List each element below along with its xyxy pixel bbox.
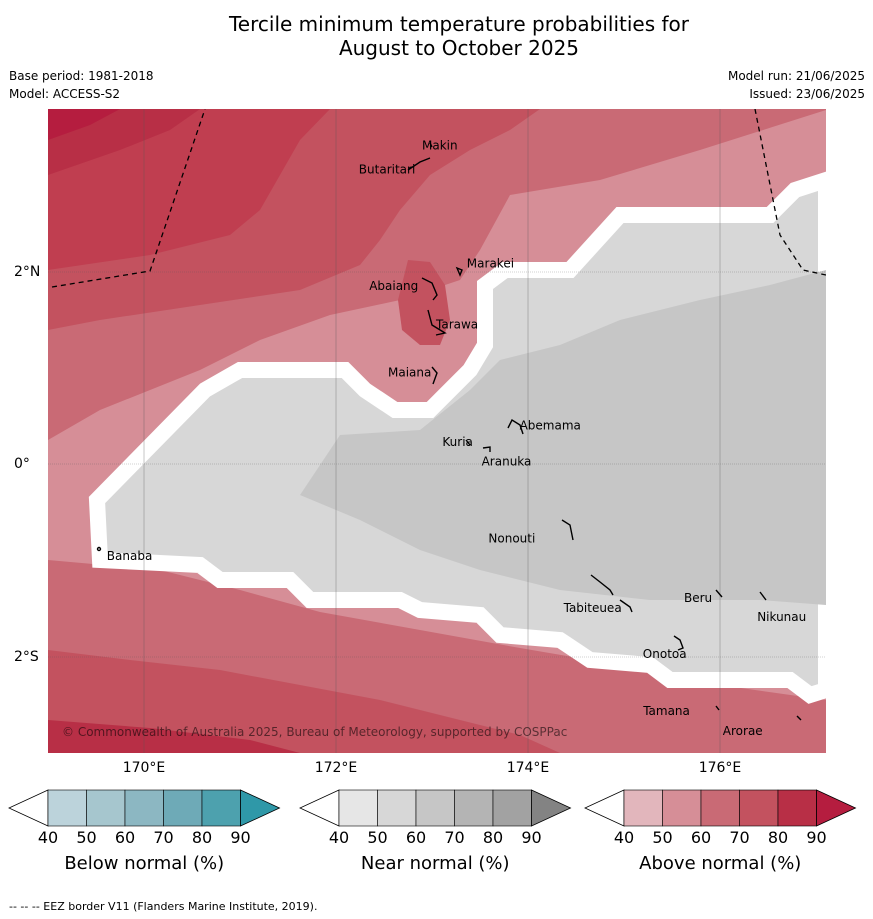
map-title: Tercile minimum temperature probabilitie… [0, 12, 873, 60]
near-normal-60-region [300, 270, 826, 605]
issued-date: Issued: 23/06/2025 [749, 87, 865, 101]
colorbar-title: Above normal (%) [639, 853, 802, 874]
south-band-70b [48, 650, 560, 753]
colorbar-tick: 50 [76, 828, 96, 847]
copyright-note: © Commonwealth of Australia 2025, Bureau… [62, 725, 567, 739]
island-label: Onotoa [643, 647, 687, 661]
colorbar-tick: 80 [192, 828, 212, 847]
island-label: Abaiang [369, 279, 418, 293]
colorbar-segment [338, 789, 378, 827]
colorbar-segment [492, 789, 532, 827]
latitude-label: 2°S [14, 649, 39, 665]
meta-right: Model run: 21/06/2025 Issued: 23/06/2025 [728, 69, 865, 105]
colorbar-segment [623, 789, 663, 827]
colorbar-segment [662, 789, 702, 827]
longitude-label: 172°E [314, 760, 358, 776]
colorbar-segment [47, 789, 87, 827]
colorbar-tick: 90 [521, 828, 541, 847]
longitude-label: 174°E [506, 760, 550, 776]
colorbar-tick: 80 [768, 828, 788, 847]
colorbar-low-extend [584, 789, 625, 827]
model-run: Model run: 21/06/2025 [727, 69, 865, 83]
colorbar-tick: 50 [652, 828, 672, 847]
longitude-label: 176°E [698, 760, 742, 776]
island-label: Arorae [723, 724, 763, 738]
island-label: Nonouti [488, 532, 535, 546]
colorbar-high-extend [816, 789, 857, 827]
latitude-label: 2°N [14, 264, 41, 280]
base-period: Base period: 1981-2018 [9, 69, 154, 83]
colorbar-tick: 40 [329, 828, 349, 847]
probability-map: Makin Butaritari Marakei Abaiang Tarawa Maian… [48, 109, 826, 753]
colorbar-tick: 50 [367, 828, 387, 847]
island-label: Aranuka [482, 455, 532, 469]
colorbar-segment [201, 789, 241, 827]
island-label: Tamana [642, 704, 690, 718]
colorbar: 40 50 60 70 80 90 [8, 789, 281, 847]
island-label: Nikunau [757, 610, 806, 624]
colorbar-high-extend [240, 789, 281, 827]
north-band-95 [48, 109, 120, 140]
meta-left: Base period: 1981-2018 Model: ACCESS-S2 [9, 69, 154, 105]
colorbar-tick: 60 [115, 828, 135, 847]
colorbar-low-extend [299, 789, 340, 827]
latitude-label: 0° [14, 456, 30, 472]
island-label: Butaritari [359, 162, 416, 176]
island-label: Abemama [520, 418, 581, 432]
colorbar: 40 50 60 70 80 90 [299, 789, 572, 847]
colorbar-tick: 40 [614, 828, 634, 847]
colorbar-tick: 40 [38, 828, 58, 847]
colorbar: 40 50 60 70 80 90 [584, 789, 857, 847]
colorbar-high-extend [531, 789, 572, 827]
island-label: Kuria [442, 435, 473, 449]
colorbar-tick: 70 [153, 828, 173, 847]
colorbars: 40 50 60 70 80 90 40 50 60 70 80 90 40 50 60 70 80 90 [8, 789, 857, 847]
colorbar-segment [739, 789, 779, 827]
colorbar-low-extend [8, 789, 49, 827]
colorbar-tick: 70 [729, 828, 749, 847]
colorbar-segment [415, 789, 455, 827]
colorbar-tick: 60 [406, 828, 426, 847]
colorbar-segment [163, 789, 203, 827]
eez-border [51, 109, 826, 288]
colorbar-segment [700, 789, 740, 827]
south-band-90b [48, 720, 300, 753]
colorbar-segment [86, 789, 126, 827]
colorbar-tick: 60 [691, 828, 711, 847]
island-label: Tarawa [435, 317, 478, 331]
longitude-label: 170°E [122, 760, 166, 776]
colorbar-tick: 90 [806, 828, 826, 847]
colorbar-tick: 90 [230, 828, 250, 847]
island-outlines [96, 142, 802, 721]
colorbar-tick: 80 [483, 828, 503, 847]
island-label: Beru [684, 591, 712, 605]
title-line-2: August to October 2025 [338, 36, 580, 60]
colorbar-title: Below normal (%) [64, 853, 225, 874]
island-labels: Makin Butaritari Marakei Abaiang Tarawa Maian… [107, 138, 806, 738]
island-label: Maiana [388, 366, 431, 380]
island-label: Banaba [107, 549, 153, 563]
model-name: Model: ACCESS-S2 [9, 87, 121, 101]
colorbar-segment [454, 789, 494, 827]
colorbar-tick: 70 [444, 828, 464, 847]
colorbar-segment [377, 789, 417, 827]
colorbar-title: Near normal (%) [360, 853, 510, 874]
title-line-1: Tercile minimum temperature probabilitie… [228, 12, 690, 36]
island-label: Makin [422, 138, 458, 152]
graticule [48, 109, 826, 753]
tarawa-blob [398, 260, 450, 345]
island-label: Tabiteuea [563, 601, 622, 615]
map-fill: Makin Butaritari Marakei Abaiang Tarawa Maian… [48, 109, 826, 753]
island-label: Marakei [467, 256, 514, 270]
eez-footnote: -- -- -- EEZ border V11 (Flanders Marine… [9, 900, 318, 913]
colorbar-segment [124, 789, 164, 827]
colorbar-segment [777, 789, 817, 827]
